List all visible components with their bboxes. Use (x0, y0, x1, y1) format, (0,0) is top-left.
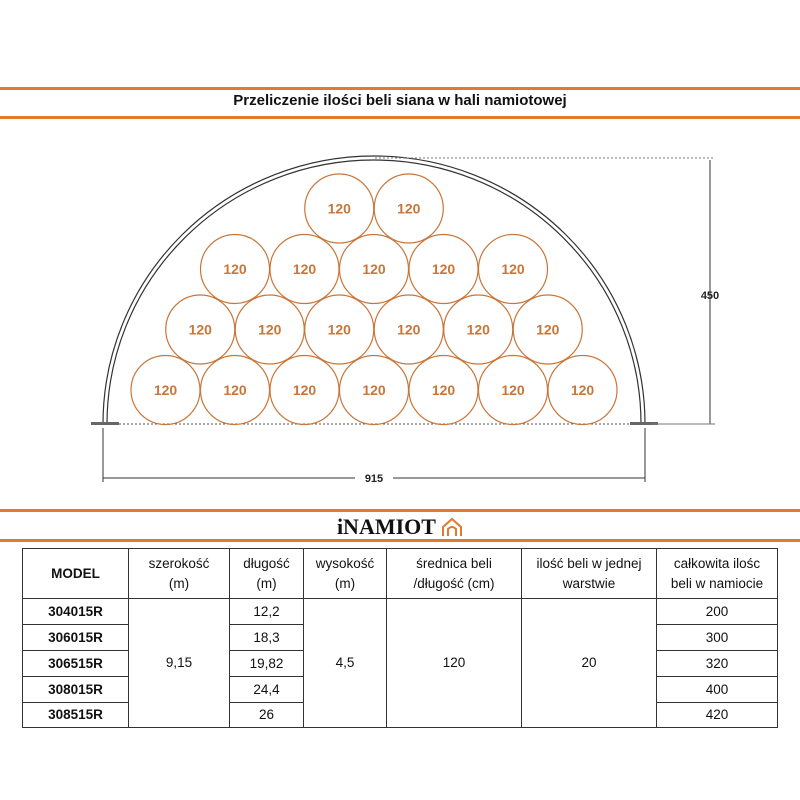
height-dimension: 450 (375, 157, 719, 425)
bale-label: 120 (571, 382, 595, 398)
tent-arch (91, 155, 658, 425)
length-cell: 26 (229, 702, 304, 728)
header-width: szerokość (m) (128, 548, 230, 599)
bale-label: 120 (223, 382, 247, 398)
length-cell: 18,3 (229, 624, 304, 651)
bale-label: 120 (397, 201, 421, 217)
per-layer-cell: 20 (521, 598, 657, 728)
total-cell: 400 (656, 676, 778, 703)
header-length: długość (m) (229, 548, 304, 599)
length-cell: 24,4 (229, 676, 304, 703)
header-model: MODEL (22, 548, 129, 599)
bale-label: 120 (536, 322, 560, 338)
bale-label: 120 (501, 382, 525, 398)
bale-label: 120 (501, 261, 525, 277)
bale-label: 120 (467, 322, 491, 338)
length-cell: 12,2 (229, 598, 304, 625)
title-divider (0, 116, 800, 119)
bale-label: 120 (432, 382, 456, 398)
hay-bale (373, 173, 444, 244)
page-title: Przeliczenie ilości beli siana w hali na… (233, 92, 567, 109)
bale-label: 120 (293, 261, 317, 277)
bale-label: 120 (362, 382, 386, 398)
bale-label: 120 (223, 261, 247, 277)
height-cell: 4,5 (303, 598, 387, 728)
logo-divider-top (0, 509, 800, 512)
bale-label: 120 (154, 382, 178, 398)
total-cell: 200 (656, 598, 778, 625)
header-total: całkowita ilośc beli w namiocie (656, 548, 778, 599)
table-row: 304015R 9,15 12,2 4,5 120 20 200 (22, 598, 778, 728)
models-table: MODEL szerokość (m) długość (m) wysokość (m… (22, 548, 778, 728)
header-height: wysokość (m) (303, 548, 387, 599)
model-cell: 306015R (22, 624, 129, 651)
hay-bale (512, 294, 583, 365)
header-diameter: średnica beli/długość (cm) (386, 548, 522, 599)
bale-label: 120 (328, 201, 352, 217)
brand-logo: iNAMIOT (0, 514, 800, 540)
bale-label: 120 (189, 322, 213, 338)
table-row: 306015R 18,3 300 (22, 624, 778, 651)
width-dimension: 915 (102, 428, 646, 485)
tent-logo-icon (442, 517, 463, 536)
length-cell: 19,82 (229, 650, 304, 677)
diameter-cell: 120 (386, 598, 522, 728)
bale-label: 120 (362, 261, 386, 277)
total-cell: 300 (656, 624, 778, 651)
hay-bale (547, 354, 618, 426)
bale-label: 120 (432, 261, 456, 277)
table-header: MODEL szerokość (m) długość (m) wysokość (m… (22, 548, 778, 599)
model-cell: 306515R (22, 650, 129, 677)
bale-label: 120 (397, 322, 421, 338)
total-cell: 420 (656, 702, 778, 728)
header-per-layer: ilość beli w jednej warstwie (521, 548, 657, 599)
logo-divider-bottom (0, 539, 800, 542)
model-cell: 308015R (22, 676, 129, 703)
bale-label: 120 (258, 322, 282, 338)
bale-label: 120 (328, 322, 352, 338)
height-label: 450 (701, 290, 719, 302)
hay-bale (477, 233, 549, 305)
width-label: 915 (365, 473, 383, 485)
top-divider (0, 87, 800, 90)
width-cell: 9,15 (128, 598, 230, 728)
bale-label: 120 (293, 382, 317, 398)
tent-diagram: 120 120 120 120 120 120 120 120 120 120 120 120 120 1… (91, 155, 719, 485)
model-cell: 308515R (22, 702, 129, 728)
table-row: 308515R 26 420 (22, 702, 778, 728)
model-cell: 304015R (22, 598, 129, 625)
total-cell: 320 (656, 650, 778, 677)
